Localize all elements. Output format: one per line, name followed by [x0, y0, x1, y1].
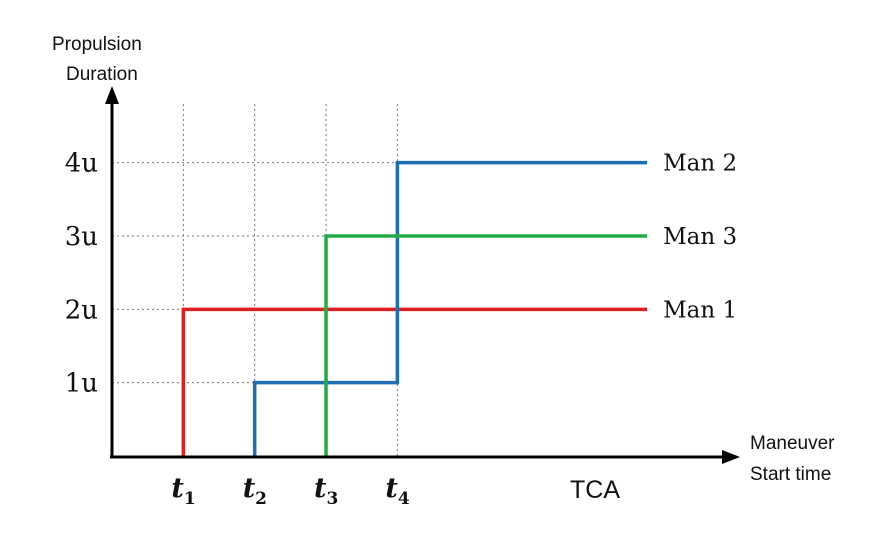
- series-label: Man 2: [663, 151, 737, 177]
- y-tick-label: 1u: [65, 369, 98, 399]
- x-tick-label: t1: [171, 473, 195, 509]
- y-tick-label: 2u: [65, 295, 98, 325]
- y-axis-label-line-1: Propulsion: [52, 34, 142, 55]
- series-label: Man 1: [663, 297, 737, 323]
- x-tick-label: t4: [385, 473, 409, 509]
- x-tick-subscript: 4: [398, 489, 410, 509]
- x-axis-label-line-1: Maneuver: [750, 433, 835, 454]
- axes: [105, 86, 740, 464]
- x-axis-arrow: [722, 450, 740, 464]
- x-tick-subscript: 3: [327, 489, 339, 509]
- x-tick-main: t: [314, 473, 327, 504]
- series-line-man-3: [324, 234, 648, 456]
- y-axis-arrow: [105, 86, 119, 104]
- y-tick-label: 3u: [65, 222, 98, 252]
- tca-label: TCA: [570, 476, 620, 504]
- x-tick-subscript: 2: [255, 489, 267, 509]
- series-label: Man 3: [663, 224, 737, 250]
- x-tick-label: t3: [314, 473, 338, 509]
- y-axis-label-line-2: Duration: [66, 64, 138, 85]
- series-line-man-1: [181, 307, 648, 456]
- x-tick-subscript: 1: [184, 489, 196, 509]
- series-lines: Man 1 Man 2 Man 3: [181, 151, 737, 456]
- x-tick-main: t: [171, 473, 184, 504]
- x-axis-label-line-2: Start time: [750, 464, 831, 485]
- y-tick-label: 4u: [65, 149, 98, 179]
- series-line-man-2: [252, 160, 648, 456]
- x-tick-label: t2: [243, 473, 267, 509]
- labels: Propulsion Duration Maneuver Start time …: [52, 34, 835, 504]
- x-tick-main: t: [243, 473, 256, 504]
- x-tick-main: t: [385, 473, 398, 504]
